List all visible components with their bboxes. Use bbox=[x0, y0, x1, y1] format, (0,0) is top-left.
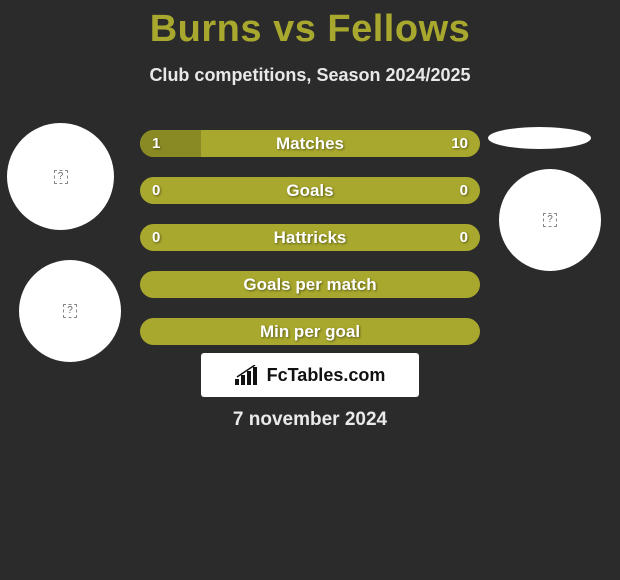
comparison-bars: 1 Matches 10 0 Goals 0 0 Hattricks 0 Goa… bbox=[140, 130, 480, 345]
chart-icon bbox=[235, 365, 261, 385]
bar-goals: 0 Goals 0 bbox=[140, 177, 480, 204]
bar-goals-label: Goals bbox=[140, 177, 480, 204]
placeholder-icon: ? bbox=[54, 170, 68, 184]
bar-goals-per-match: Goals per match bbox=[140, 271, 480, 298]
decoration-ellipse-top-right bbox=[488, 127, 591, 149]
page-title: Burns vs Fellows bbox=[0, 0, 620, 51]
source-badge-text: FcTables.com bbox=[267, 365, 386, 386]
decoration-circle-bottom-left: ? bbox=[19, 260, 121, 362]
bar-matches: 1 Matches 10 bbox=[140, 130, 480, 157]
source-badge: FcTables.com bbox=[201, 353, 419, 397]
decoration-circle-top-left: ? bbox=[7, 123, 114, 230]
bar-matches-right-value: 10 bbox=[451, 130, 468, 157]
bar-matches-label: Matches bbox=[140, 130, 480, 157]
placeholder-icon: ? bbox=[63, 304, 77, 318]
bar-min-per-goal: Min per goal bbox=[140, 318, 480, 345]
placeholder-icon: ? bbox=[543, 213, 557, 227]
date-text: 7 november 2024 bbox=[0, 409, 620, 431]
bar-goals-right-value: 0 bbox=[460, 177, 468, 204]
page-subtitle: Club competitions, Season 2024/2025 bbox=[0, 65, 620, 86]
bar-hattricks: 0 Hattricks 0 bbox=[140, 224, 480, 251]
bar-hattricks-right-value: 0 bbox=[460, 224, 468, 251]
bar-mpg-label: Min per goal bbox=[140, 318, 480, 345]
bar-hattricks-label: Hattricks bbox=[140, 224, 480, 251]
bar-gpm-label: Goals per match bbox=[140, 271, 480, 298]
decoration-circle-right: ? bbox=[499, 169, 601, 271]
